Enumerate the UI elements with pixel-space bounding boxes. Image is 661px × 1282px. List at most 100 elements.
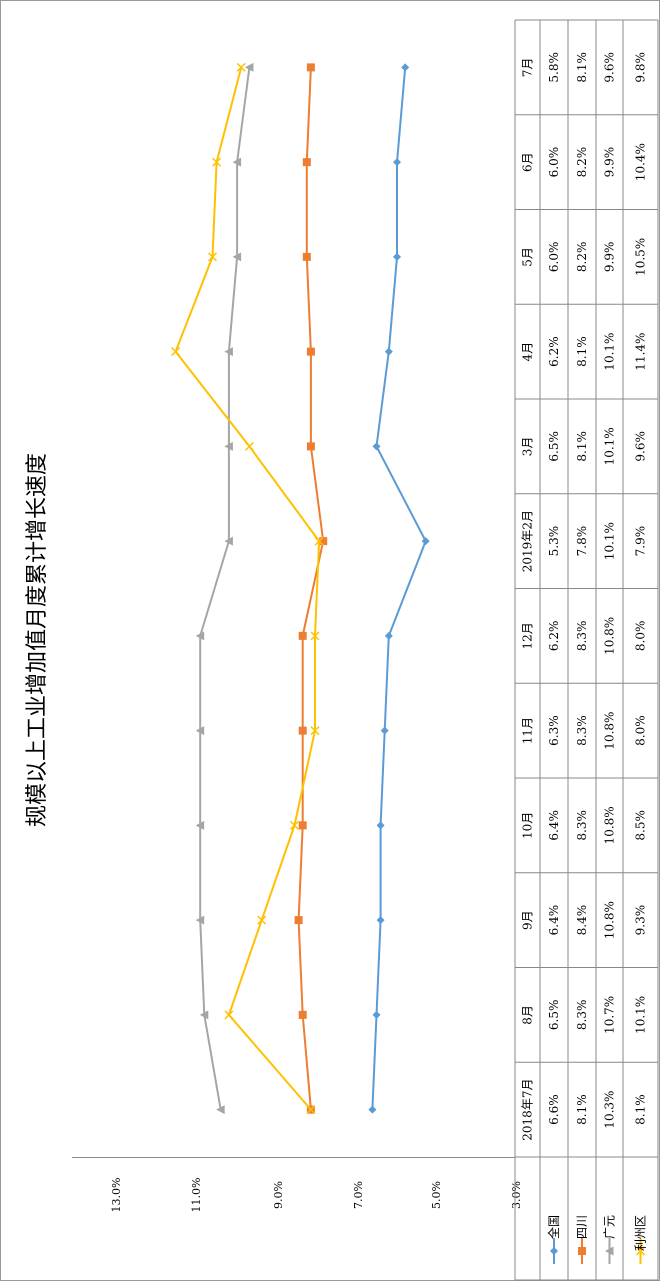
- category-label: 7月: [521, 58, 535, 78]
- data-point: [195, 631, 205, 641]
- data-point: [635, 1246, 646, 1256]
- data-point: [212, 157, 222, 167]
- data-point: [224, 347, 233, 357]
- table-grid: [514, 19, 659, 1281]
- data-label: 6.4%: [547, 905, 561, 936]
- data-point: [294, 916, 303, 925]
- data-point: [232, 157, 242, 167]
- data-label: 10.5%: [634, 238, 648, 276]
- series-name: 四川: [575, 1215, 589, 1239]
- data-label: 6.0%: [547, 242, 561, 273]
- series-name: 广元: [603, 1215, 617, 1239]
- data-point: [310, 631, 320, 641]
- data-point: [578, 1247, 586, 1255]
- data-label: 6.6%: [547, 1094, 561, 1125]
- legend-key: [550, 1238, 558, 1264]
- data-label: 8.2%: [575, 242, 589, 273]
- series-3: [195, 62, 254, 1115]
- data-point: [306, 63, 315, 72]
- data-label: 10.1%: [603, 333, 617, 371]
- data-label: 6.0%: [547, 147, 561, 178]
- data-point: [257, 915, 267, 925]
- category-label: 2019年2月: [521, 510, 535, 572]
- data-label: 8.4%: [575, 905, 589, 936]
- data-label: 8.1%: [575, 1094, 589, 1125]
- data-point: [384, 347, 393, 356]
- data-label: 8.0%: [634, 715, 648, 746]
- data-point: [224, 441, 233, 451]
- data-point: [171, 347, 181, 357]
- data-label: 7.9%: [634, 526, 648, 557]
- series-line: [371, 67, 427, 1110]
- data-label: 7.8%: [575, 526, 589, 557]
- data-label: 8.1%: [575, 336, 589, 367]
- tick-label: 11.0%: [190, 1178, 203, 1213]
- data-label: 8.3%: [575, 621, 589, 652]
- data-label: 9.8%: [634, 52, 648, 83]
- data-label: 8.3%: [575, 810, 589, 841]
- data-label: 6.2%: [547, 621, 561, 652]
- data-point: [319, 537, 328, 546]
- series-line: [174, 67, 321, 1111]
- tick-label: 13.0%: [110, 1178, 123, 1213]
- data-point: [236, 62, 246, 72]
- category-label: 11月: [521, 717, 535, 744]
- data-point: [298, 631, 307, 640]
- series-4: [171, 62, 324, 1115]
- category-label: 10月: [521, 812, 535, 839]
- data-point: [421, 537, 430, 546]
- data-label: 6.5%: [547, 431, 561, 462]
- data-point: [376, 916, 385, 925]
- data-label: 10.8%: [603, 901, 617, 939]
- data-label: 5.8%: [547, 52, 561, 83]
- data-table: 2018年7月 8月 9月 10月 11月 12月 2019年2月 3月 4月 5月 6月 7月 6.6…: [514, 19, 659, 1281]
- data-point: [195, 915, 205, 925]
- data-point: [306, 442, 315, 451]
- data-label: 6.4%: [547, 810, 561, 841]
- plot-area: [171, 62, 430, 1115]
- data-point: [384, 631, 393, 640]
- series-2: [294, 63, 328, 1114]
- data-point: [306, 347, 315, 356]
- data-label: 5.3%: [547, 526, 561, 557]
- data-point: [289, 820, 300, 830]
- data-point: [298, 726, 307, 735]
- legend-key: [635, 1238, 646, 1264]
- data-point: [244, 62, 254, 72]
- tick-label: 5.0%: [430, 1181, 443, 1209]
- data-label: 10.1%: [634, 996, 648, 1034]
- data-point: [224, 536, 233, 546]
- category-label: 4月: [521, 342, 535, 362]
- legend-key: [578, 1238, 586, 1264]
- legend-key: [605, 1238, 614, 1264]
- data-label: 11.4%: [634, 333, 648, 371]
- data-label: 9.6%: [603, 52, 617, 83]
- data-point: [376, 821, 385, 830]
- chart-title: 规模以上工业增加值月度累计增长速度: [25, 453, 50, 827]
- data-point: [401, 63, 410, 72]
- data-label: 6.2%: [547, 336, 561, 367]
- data-label: 8.3%: [575, 1000, 589, 1031]
- data-point: [199, 1010, 209, 1020]
- data-label: 8.1%: [575, 431, 589, 462]
- data-label: 9.6%: [634, 431, 648, 462]
- data-label: 10.8%: [603, 712, 617, 750]
- data-point: [302, 158, 311, 167]
- data-point: [550, 1247, 558, 1255]
- series-name: 利州区: [634, 1215, 648, 1251]
- data-point: [605, 1246, 614, 1256]
- category-label: 3月: [521, 437, 535, 457]
- data-point: [207, 252, 218, 262]
- data-point: [368, 1105, 377, 1114]
- data-point: [216, 1105, 225, 1115]
- data-label: 8.1%: [634, 1094, 648, 1125]
- data-label: 6.3%: [547, 715, 561, 746]
- data-label: 10.1%: [603, 522, 617, 560]
- data-label: 8.1%: [575, 52, 589, 83]
- data-point: [380, 726, 389, 735]
- data-point: [302, 252, 311, 261]
- series-line: [297, 67, 325, 1110]
- value-axis: 13.0% 11.0% 9.0% 7.0% 5.0% 3.0%: [72, 1157, 523, 1213]
